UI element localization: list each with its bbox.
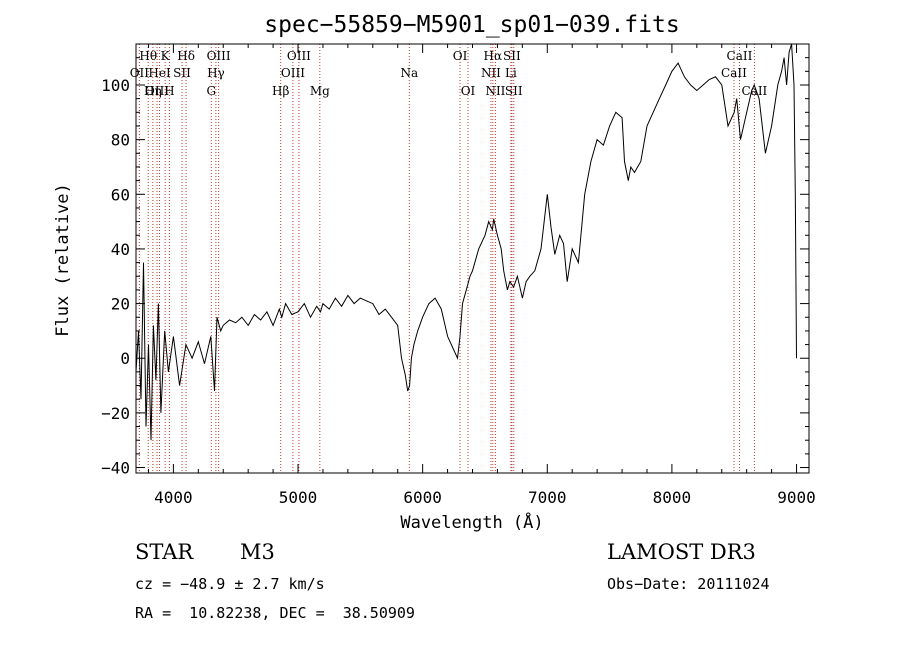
line-label-16: Na <box>400 66 418 80</box>
y-tick-label-80: 80 <box>111 131 130 150</box>
y-tick-label--20: −20 <box>101 404 130 423</box>
y-axis: −40 −20 0 20 40 60 80 100 <box>101 57 809 478</box>
line-label-15: Mg <box>310 84 330 98</box>
line-label-5: Hη <box>144 84 162 98</box>
emission-line-labels: Hθ OII OIII K HeI Hη SII H Hδ OIII Hγ G Hβ OIII OIII Mg… <box>130 49 768 98</box>
x-tick-label-9000: 9000 <box>777 488 816 507</box>
line-label-2: OIII <box>145 84 169 98</box>
line-label-26: CaII <box>721 66 747 80</box>
chart-title: spec−55859−M5901_sp01−039.fits <box>264 12 679 38</box>
line-label-20: SII <box>503 49 521 63</box>
x-tick-label-4000: 4000 <box>154 488 193 507</box>
y-tick-label-0: 0 <box>120 349 130 368</box>
plot-frame <box>135 43 810 474</box>
x-tick-label-6000: 6000 <box>403 488 442 507</box>
line-label-10: Hγ <box>207 66 225 80</box>
emission-line-markers <box>138 44 755 473</box>
x-tick-label-8000: 8000 <box>653 488 692 507</box>
y-tick-label-40: 40 <box>111 240 130 259</box>
line-label-13: OIII <box>287 49 311 63</box>
y-tick-label-60: 60 <box>111 185 130 204</box>
x-tick-label-5000: 5000 <box>279 488 318 507</box>
line-label-7: H <box>164 84 174 98</box>
survey-name: LAMOST DR3 <box>607 540 756 564</box>
line-label-25: CaII <box>727 49 753 63</box>
line-label-8: Hδ <box>177 49 195 63</box>
object-subclass: M3 <box>240 540 275 564</box>
x-axis: 4000 5000 6000 7000 8000 9000 <box>147 44 816 507</box>
line-label-18: OI <box>461 84 476 98</box>
y-axis-label: Flux (relative) <box>53 183 73 337</box>
line-label-9: OIII <box>207 49 231 63</box>
line-label-12: Hβ <box>272 84 289 98</box>
line-label-4: HeI <box>148 66 171 80</box>
line-label-27: CaII <box>741 84 767 98</box>
line-label-1: OII <box>130 66 150 80</box>
line-label-14: OIII <box>281 66 305 80</box>
line-label-23: NII <box>485 84 505 98</box>
x-tick-label-7000: 7000 <box>528 488 567 507</box>
line-label-3: K <box>161 49 171 63</box>
x-axis-label: Wavelength (Å) <box>400 511 543 533</box>
line-label-22: Li <box>505 66 517 80</box>
coordinates: RA = 10.82238, DEC = 38.50909 <box>135 604 415 622</box>
y-tick-label-100: 100 <box>101 76 130 95</box>
line-label-11: G <box>206 84 216 98</box>
spectrum-line <box>135 43 797 441</box>
line-label-17: OI <box>453 49 468 63</box>
line-label-21: NII <box>481 66 501 80</box>
line-label-0: Hθ <box>139 49 157 63</box>
obs-date: Obs−Date: 20111024 <box>607 575 770 593</box>
y-tick-label--40: −40 <box>101 459 130 478</box>
velocity-readout: cz = −48.9 ± 2.7 km/s <box>135 575 325 593</box>
line-label-24: SII <box>505 84 523 98</box>
object-class: STAR <box>135 540 194 564</box>
line-label-19: Hα <box>484 49 503 63</box>
y-tick-label-20: 20 <box>111 295 130 314</box>
line-label-6: SII <box>173 66 191 80</box>
